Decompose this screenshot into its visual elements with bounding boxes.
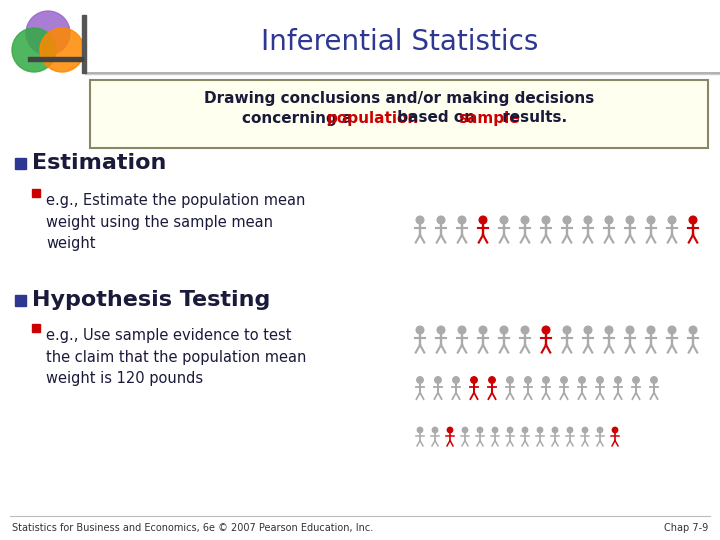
Circle shape: [563, 216, 571, 224]
Circle shape: [633, 377, 639, 383]
Text: e.g., Use sample evidence to test
the claim that the population mean
weight is 1: e.g., Use sample evidence to test the cl…: [46, 328, 307, 386]
Text: Estimation: Estimation: [32, 153, 166, 173]
Circle shape: [521, 326, 528, 334]
Bar: [32, 189, 40, 197]
Circle shape: [416, 216, 424, 224]
Circle shape: [40, 28, 84, 72]
Circle shape: [606, 326, 613, 334]
Circle shape: [579, 377, 585, 383]
Circle shape: [615, 377, 621, 383]
Bar: [15, 295, 26, 306]
Text: population: population: [327, 111, 419, 125]
Circle shape: [437, 216, 445, 224]
Bar: [28, 57, 83, 61]
Circle shape: [489, 377, 495, 383]
Circle shape: [668, 326, 676, 334]
Circle shape: [462, 427, 468, 433]
Circle shape: [458, 326, 466, 334]
Circle shape: [563, 326, 571, 334]
Circle shape: [417, 377, 423, 383]
Bar: [15, 158, 26, 169]
Circle shape: [437, 326, 445, 334]
Circle shape: [584, 216, 592, 224]
Text: Drawing conclusions and/or making decisions: Drawing conclusions and/or making decisi…: [204, 91, 594, 105]
Circle shape: [612, 427, 618, 433]
Circle shape: [435, 377, 441, 383]
Circle shape: [537, 427, 543, 433]
Text: concerning a: concerning a: [242, 111, 357, 125]
Circle shape: [447, 427, 453, 433]
Text: Statistics for Business and Economics, 6e © 2007 Pearson Education, Inc.: Statistics for Business and Economics, 6…: [12, 523, 373, 533]
Circle shape: [500, 326, 508, 334]
Circle shape: [542, 326, 550, 334]
Circle shape: [492, 427, 498, 433]
Circle shape: [668, 216, 676, 224]
Circle shape: [689, 326, 697, 334]
Bar: [82, 15, 86, 73]
Circle shape: [598, 427, 603, 433]
Circle shape: [471, 377, 477, 383]
Circle shape: [480, 216, 487, 224]
Circle shape: [12, 28, 56, 72]
Bar: [32, 324, 40, 332]
Circle shape: [525, 377, 531, 383]
Circle shape: [584, 326, 592, 334]
Text: based on: based on: [392, 111, 481, 125]
Circle shape: [567, 427, 572, 433]
Circle shape: [477, 427, 482, 433]
Circle shape: [418, 427, 423, 433]
Circle shape: [432, 427, 438, 433]
Circle shape: [543, 377, 549, 383]
Text: Inferential Statistics: Inferential Statistics: [261, 28, 539, 56]
Circle shape: [626, 326, 634, 334]
Circle shape: [597, 377, 603, 383]
Circle shape: [647, 326, 654, 334]
Circle shape: [651, 377, 657, 383]
Circle shape: [606, 216, 613, 224]
Circle shape: [647, 216, 654, 224]
Circle shape: [689, 216, 697, 224]
Circle shape: [458, 216, 466, 224]
FancyBboxPatch shape: [90, 80, 708, 148]
Circle shape: [522, 427, 528, 433]
Text: e.g., Estimate the population mean
weight using the sample mean
weight: e.g., Estimate the population mean weigh…: [46, 193, 305, 251]
Text: Hypothesis Testing: Hypothesis Testing: [32, 290, 271, 310]
Circle shape: [453, 377, 459, 383]
Circle shape: [582, 427, 588, 433]
Text: Chap 7-9: Chap 7-9: [664, 523, 708, 533]
Circle shape: [626, 216, 634, 224]
Circle shape: [552, 427, 558, 433]
Circle shape: [500, 216, 508, 224]
Circle shape: [521, 216, 528, 224]
Circle shape: [508, 427, 513, 433]
Circle shape: [561, 377, 567, 383]
Text: results.: results.: [498, 111, 567, 125]
Circle shape: [542, 216, 550, 224]
Circle shape: [416, 326, 424, 334]
Circle shape: [26, 11, 70, 55]
Text: sample: sample: [458, 111, 520, 125]
Circle shape: [480, 326, 487, 334]
Circle shape: [507, 377, 513, 383]
